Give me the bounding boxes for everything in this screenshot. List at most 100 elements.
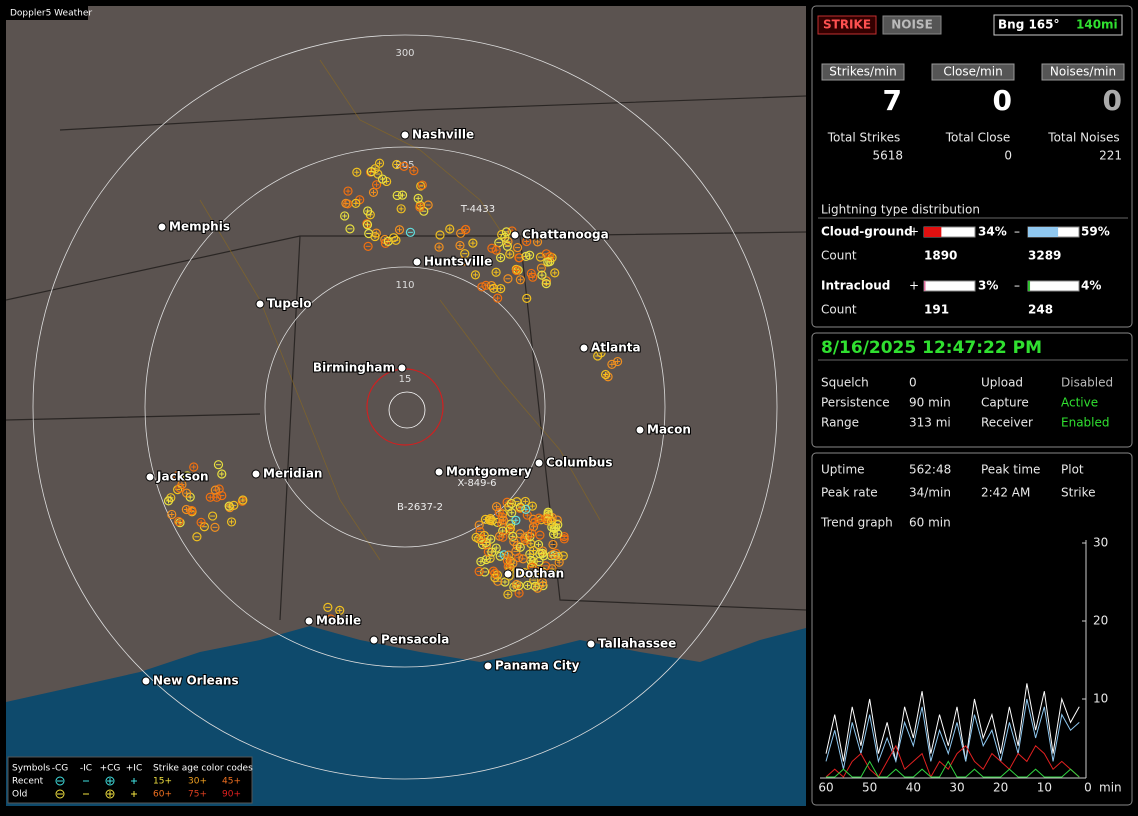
status: Strike	[1061, 486, 1096, 500]
status: Peak time	[981, 463, 1040, 477]
setting: 0	[909, 376, 917, 390]
strike-symbol-mark	[198, 519, 204, 525]
strike-symbol	[546, 517, 557, 527]
strike-symbol-mark	[470, 240, 476, 246]
strike-symbol	[397, 190, 408, 200]
strike-symbol	[496, 253, 506, 263]
strike-symbol-mark	[493, 247, 499, 253]
legend-symbol	[105, 776, 115, 786]
strike-symbol	[535, 530, 545, 540]
strike-symbol	[434, 242, 444, 252]
strike-symbol	[226, 517, 237, 527]
strike-symbol	[514, 553, 524, 563]
bearing: Bng 165°	[998, 18, 1060, 32]
noise-button[interactable]	[882, 15, 942, 35]
strike-symbol	[521, 251, 531, 262]
strike-symbol-mark	[398, 206, 404, 212]
strike-symbol-mark	[491, 285, 497, 291]
strike-symbol	[481, 537, 491, 548]
strike-symbol	[492, 570, 503, 580]
strike-symbol-mark	[517, 544, 523, 550]
pct-bar	[1028, 227, 1059, 237]
strike-symbol-mark	[364, 221, 370, 227]
strike-symbol	[175, 518, 185, 528]
strike-symbol-mark	[219, 471, 225, 477]
strike-button[interactable]	[817, 15, 877, 35]
strike-symbol-mark	[176, 518, 182, 524]
x-tick-label: 50	[862, 781, 877, 795]
strike-symbol	[491, 245, 501, 255]
strike-symbol	[500, 577, 510, 587]
strike-symbol	[487, 516, 497, 526]
strike-symbol	[503, 589, 513, 599]
noise-mode[interactable]: NOISE	[891, 18, 933, 32]
strike-symbol-mark	[517, 277, 523, 283]
sign: –	[1014, 225, 1020, 239]
strike-symbol	[503, 550, 514, 560]
strike-symbol-mark	[365, 208, 371, 214]
strike-symbol-mark	[540, 580, 546, 586]
city-label: Chattanooga	[522, 228, 609, 242]
strike-symbol-mark	[502, 234, 508, 240]
strike-symbol	[380, 238, 391, 248]
strike-symbol-mark	[240, 497, 246, 503]
strike-symbol	[458, 256, 468, 266]
strike-symbol	[502, 241, 512, 251]
strike-symbol-mark	[415, 195, 421, 201]
setting: Active	[1061, 396, 1098, 410]
strike-symbol-mark	[514, 268, 520, 274]
pct-bar	[924, 281, 926, 291]
strike-symbol	[537, 270, 547, 280]
city-marker	[510, 230, 520, 240]
strike-symbol	[210, 485, 220, 495]
strike-symbol	[526, 268, 536, 279]
city-marker	[145, 472, 155, 482]
strike-symbol	[515, 542, 525, 552]
city-marker	[586, 639, 596, 649]
strike-symbol-mark	[539, 272, 545, 278]
strike-mode[interactable]: STRIKE	[823, 18, 871, 32]
strike-symbol-mark	[528, 270, 534, 276]
strike-symbol	[490, 568, 500, 578]
strike-symbol-mark	[372, 234, 378, 240]
city-marker	[503, 569, 513, 579]
strike-symbol-mark	[189, 508, 195, 514]
stats-panel	[811, 5, 1133, 328]
strike-symbol	[511, 515, 521, 525]
city-marker	[635, 425, 645, 435]
count-label: Count	[821, 249, 857, 263]
strike-symbol-mark	[532, 583, 538, 589]
strike-symbol	[163, 496, 174, 506]
strike-symbol	[480, 567, 490, 577]
strike-symbol	[522, 293, 532, 303]
city-label: Columbus	[546, 456, 613, 470]
legend-row: Old	[12, 790, 27, 800]
strike-symbol	[548, 539, 558, 550]
strike-symbol-mark	[191, 464, 197, 470]
strike-symbol	[470, 270, 481, 280]
strike-symbol-mark	[540, 569, 546, 575]
status-panel	[811, 452, 1133, 806]
strike-symbol-mark	[535, 239, 541, 245]
strike-symbol-mark	[495, 295, 501, 301]
pct-bar-frame	[1027, 280, 1080, 292]
strike-symbol-mark	[549, 566, 555, 572]
strike-symbol	[175, 483, 185, 493]
city-label: Jackson	[156, 470, 209, 484]
strike-symbol	[189, 462, 199, 472]
strike-symbol-mark	[343, 200, 349, 206]
strike-symbol	[352, 167, 362, 177]
strike-symbol	[537, 577, 548, 588]
strike-symbol-mark	[345, 188, 351, 194]
strike-symbol	[341, 198, 351, 208]
strike-symbol-mark	[382, 240, 388, 246]
trend-line	[825, 698, 1080, 770]
rate-value: 0	[993, 84, 1012, 117]
strike-symbol	[501, 227, 512, 237]
strike-symbol	[474, 566, 484, 577]
strike-symbol	[533, 539, 544, 550]
strike-symbol-mark	[532, 519, 538, 525]
sign: +	[909, 279, 919, 293]
strike-symbol	[371, 180, 382, 190]
